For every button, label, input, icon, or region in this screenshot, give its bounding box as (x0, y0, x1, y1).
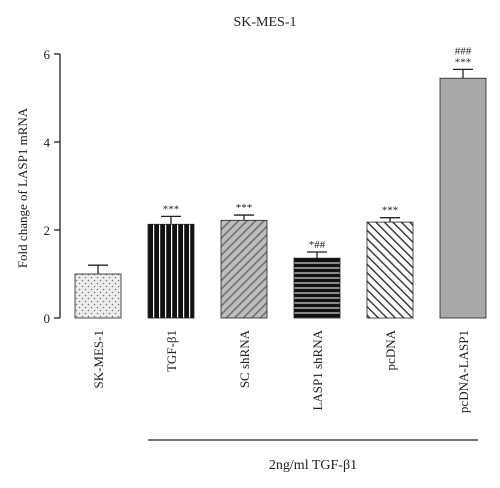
y-tick-label: 6 (44, 47, 51, 62)
x-tick-label: pcDNA (383, 329, 398, 370)
group-label: 2ng/ml TGF-β1 (269, 458, 357, 473)
significance-label: *## (309, 239, 326, 251)
bar (439, 77, 487, 319)
significance-label: *** (163, 203, 180, 215)
x-tick-label: pcDNA-LASP1 (456, 330, 471, 413)
bar (74, 273, 122, 319)
x-tick-label: SC shRNA (237, 329, 252, 388)
x-tick-label: SK-MES-1 (91, 330, 106, 389)
significance-label: ### *** (455, 45, 472, 68)
bar (220, 219, 268, 319)
y-tick-label: 2 (44, 223, 51, 238)
x-axis-labels: SK-MES-1 TGF-β1 SC shRNA LASP1 shRNA pcDNA pc… (91, 329, 471, 413)
y-tick-label: 0 (44, 311, 51, 326)
y-axis-ticks: 0 2 4 6 (44, 47, 60, 326)
significance-label: *** (236, 202, 253, 214)
y-tick-label: 4 (44, 135, 51, 150)
x-tick-label: LASP1 shRNA (310, 329, 325, 410)
bar (366, 221, 414, 319)
bar (293, 257, 341, 319)
chart-title: SK-MES-1 (233, 15, 296, 30)
y-axis-label: Fold change of LASP1 mRNA (15, 107, 30, 268)
significance-label: *** (382, 205, 399, 217)
bars: *** *** *## *** ### *** (74, 45, 487, 319)
bar (147, 223, 195, 319)
x-tick-label: TGF-β1 (164, 330, 179, 372)
